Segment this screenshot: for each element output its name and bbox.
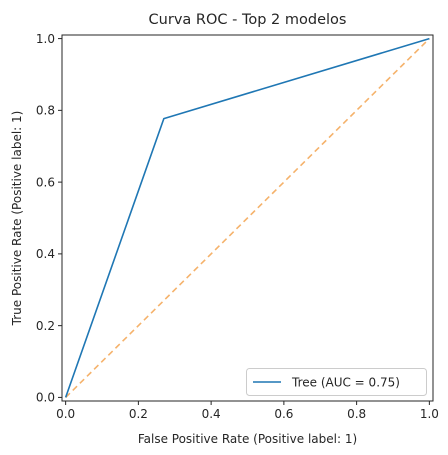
x-tick-label: 0.4 [202,407,221,421]
x-tick-label: 1.0 [420,407,439,421]
x-axis-label: False Positive Rate (Positive label: 1) [138,432,357,446]
y-tick-label: 0.0 [36,391,55,405]
chart-lines [64,37,430,398]
x-tick-label: 0.0 [56,407,75,421]
y-tick-label: 1.0 [36,32,55,46]
y-axis-ticks: 0.0 0.2 0.4 0.6 0.8 1.0 [36,32,62,405]
legend: Tree (AUC = 0.75) [246,368,427,396]
y-tick-label: 0.2 [36,319,55,333]
y-tick-label: 0.6 [36,175,55,189]
chart-title: Curva ROC - Top 2 modelos [149,12,347,28]
y-tick-label: 0.4 [36,247,55,261]
roc-curve-tree [64,37,430,398]
x-tick-label: 0.2 [129,407,148,421]
x-axis-ticks: 0.0 0.2 0.4 0.6 0.8 1.0 [56,401,439,421]
y-axis-label: True Positive Rate (Positive label: 1) [10,111,24,327]
y-tick-label: 0.8 [36,104,55,118]
legend-label: Tree (AUC = 0.75) [291,376,400,390]
x-tick-label: 0.6 [274,407,293,421]
x-tick-label: 0.8 [347,407,366,421]
plot-area [61,34,434,402]
chance-reference-line [65,38,430,398]
legend-box [246,368,427,396]
